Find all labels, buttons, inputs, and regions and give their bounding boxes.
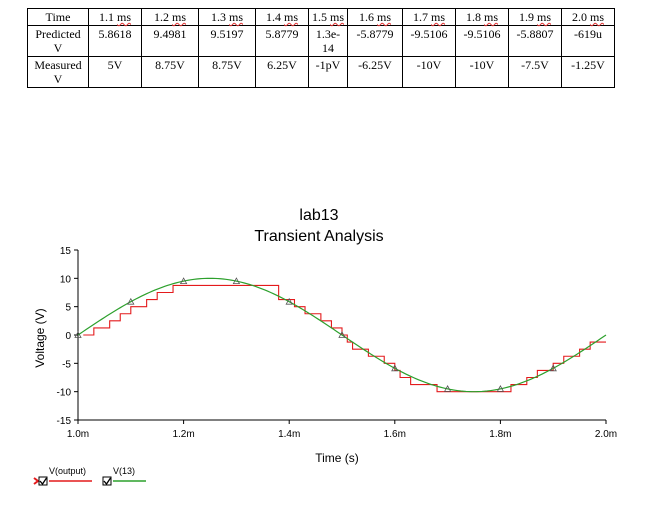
table-cell: 1.3e-14 <box>308 25 348 57</box>
table-cell: -10V <box>455 56 509 88</box>
table-cell: -619u <box>561 25 615 57</box>
data-table: Time 1.1 ms 1.2 ms 1.3 ms 1.4 ms 1.5 ms 1.6 ms… <box>27 8 615 88</box>
legend-label: V(output) <box>49 466 86 476</box>
table-cell: 1.3 ms <box>198 8 256 26</box>
table-cell: -5.8779 <box>347 25 403 57</box>
chart-subtitle: Transient Analysis <box>254 228 383 245</box>
legend-label: V(13) <box>113 466 135 476</box>
table-cell: -9.5106 <box>402 25 456 57</box>
data-point-marker <box>549 364 557 372</box>
data-point-marker <box>496 385 505 392</box>
table-cell: -7.5V <box>508 56 562 88</box>
table-cell: -9.5106 <box>455 25 509 57</box>
table-cell: Predicted V <box>27 25 89 57</box>
y-tick-label: -15 <box>57 416 72 427</box>
table-cell: 1.8 ms <box>455 8 509 26</box>
table-cell: 1.1 ms <box>88 8 142 26</box>
y-tick-label: 15 <box>60 246 72 257</box>
data-point-marker <box>179 277 188 285</box>
x-tick-label: 1.8m <box>489 429 511 440</box>
table-cell: 9.4981 <box>141 25 199 57</box>
checkmark-icon <box>103 477 112 486</box>
table-cell: 1.4 ms <box>255 8 309 26</box>
data-point-marker <box>285 297 293 305</box>
series-line-output <box>83 284 606 393</box>
table-cell: 5V <box>88 56 142 88</box>
data-point-marker <box>443 385 452 392</box>
table-cell: 8.75V <box>141 56 199 88</box>
table-cell: -1.25V <box>561 56 615 88</box>
y-tick-label: -10 <box>57 388 72 399</box>
table-cell: 1.9 ms <box>508 8 562 26</box>
table-cell: 9.5197 <box>198 25 256 57</box>
legend: V(output) V(13) <box>33 466 146 486</box>
checkmark-icon <box>39 477 48 486</box>
axes: 15 10 5 0 -5 -10 -15 1.0m 1.2m 1.4m 1.6m 1.8m 2.0m <box>57 246 618 440</box>
table-cell: -10V <box>402 56 456 88</box>
y-tick-label: -5 <box>62 359 71 370</box>
table-cell: -5.8807 <box>508 25 562 57</box>
table-cell: Time <box>27 8 89 26</box>
x-tick-label: 1.0m <box>67 429 89 440</box>
table-cell: 8.75V <box>198 56 256 88</box>
data-point-marker <box>232 277 241 285</box>
y-tick-label: 10 <box>60 274 72 285</box>
chart-title: lab13 <box>299 207 338 224</box>
data-point-marker <box>127 297 135 305</box>
table-cell: -1pV <box>308 56 348 88</box>
table-cell: 6.25V <box>255 56 309 88</box>
legend-checkbox-icon <box>38 476 48 486</box>
transient-chart: lab13 Transient Analysis Voltage (V) Tim… <box>28 198 618 490</box>
data-point-marker <box>74 331 82 338</box>
table-cell: Measured V <box>27 56 89 88</box>
y-axis-label: Voltage (V) <box>33 308 47 367</box>
x-axis-label: Time (s) <box>315 451 359 465</box>
data-point-marker <box>391 364 399 372</box>
y-tick-label: 5 <box>65 303 71 314</box>
table-cell: 1.2 ms <box>141 8 199 26</box>
table-cell: 2.0 ms <box>561 8 615 26</box>
series-layer <box>74 277 607 393</box>
table-row: Measured V 5V 8.75V 8.75V 6.25V -1pV -6.25V -10… <box>27 56 615 88</box>
table-row: Predicted V 5.8618 9.4981 9.5197 5.8779 1.3e-… <box>27 25 615 57</box>
x-tick-label: 1.4m <box>278 429 300 440</box>
table-cell: 5.8618 <box>88 25 142 57</box>
x-tick-label: 1.6m <box>384 429 406 440</box>
y-tick-label: 0 <box>65 331 71 342</box>
legend-marker-icon <box>33 477 40 485</box>
x-tick-label: 2.0m <box>595 429 617 440</box>
data-point-marker <box>338 331 346 338</box>
chart-svg: lab13 Transient Analysis Voltage (V) Tim… <box>33 207 618 486</box>
table-cell: 1.5 ms <box>308 8 348 26</box>
series-line-v13 <box>77 277 607 393</box>
table-cell: 1.7 ms <box>402 8 456 26</box>
table-cell: -6.25V <box>347 56 403 88</box>
table-header-row: Time 1.1 ms 1.2 ms 1.3 ms 1.4 ms 1.5 ms 1.6 ms… <box>27 8 615 26</box>
table-cell: 1.6 ms <box>347 8 403 26</box>
table-cell: 5.8779 <box>255 25 309 57</box>
x-tick-label: 1.2m <box>172 429 194 440</box>
legend-checkbox-icon <box>102 476 112 486</box>
